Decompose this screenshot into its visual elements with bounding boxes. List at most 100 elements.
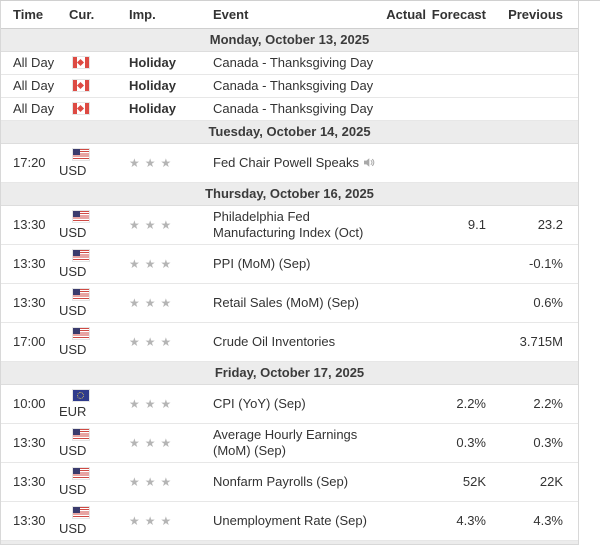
- event-cell: Unemployment Rate (Sep): [205, 501, 383, 541]
- event-cell: Fed Chair Powell Speaks: [205, 143, 383, 183]
- table-row[interactable]: 13:30 USD ★★★ Nonfarm Payrolls (Sep) 52K…: [1, 462, 578, 502]
- header-row: Time Cur. Imp. Event Actual Forecast Pre…: [1, 1, 578, 29]
- actual-value: [383, 501, 426, 541]
- forecast-value: [426, 322, 486, 362]
- currency-cell: USD: [59, 205, 121, 245]
- table-row[interactable]: 13:30 USD ★★★ PPI (MoM) (Sep) -0.1%: [1, 244, 578, 284]
- actual-value: [383, 74, 426, 98]
- header-event: Event: [205, 1, 383, 29]
- importance-cell: ★★★: [121, 143, 205, 183]
- event-link[interactable]: Unemployment Rate (Sep): [213, 513, 367, 528]
- previous-value: [486, 143, 578, 183]
- event-link[interactable]: Retail Sales (MoM) (Sep): [213, 295, 359, 310]
- importance-stars-icon: ★★★: [129, 475, 177, 489]
- holiday-label: Holiday: [129, 78, 176, 93]
- event-link[interactable]: Fed Chair Powell Speaks: [213, 155, 359, 170]
- event-link[interactable]: CPI (YoY) (Sep): [213, 396, 306, 411]
- forecast-value: 9.1: [426, 205, 486, 245]
- economic-calendar-table: Time Cur. Imp. Event Actual Forecast Pre…: [1, 1, 578, 541]
- forecast-value: 2.2%: [426, 384, 486, 424]
- currency-label: USD: [59, 482, 87, 497]
- event-link[interactable]: Philadelphia Fed Manufacturing Index (Oc…: [213, 209, 364, 240]
- actual-value: [383, 97, 426, 121]
- importance-cell: ★★★: [121, 462, 205, 502]
- country-flag-icon: [73, 468, 89, 479]
- forecast-value: [426, 74, 486, 98]
- calendar-table-container: Time Cur. Imp. Event Actual Forecast Pre…: [0, 1, 579, 545]
- forecast-value: [426, 97, 486, 121]
- importance-cell: ★★★: [121, 244, 205, 284]
- event-cell: Nonfarm Payrolls (Sep): [205, 462, 383, 502]
- importance-stars-icon: ★★★: [129, 514, 177, 528]
- importance-stars-icon: ★★★: [129, 218, 177, 232]
- currency-cell: USD: [59, 322, 121, 362]
- table-row[interactable]: 13:30 USD ★★★ Retail Sales (MoM) (Sep) 0…: [1, 283, 578, 323]
- currency-cell: USD: [59, 143, 121, 183]
- event-link[interactable]: Canada - Thanksgiving Day: [213, 101, 374, 116]
- date-row-label: Friday, October 17, 2025: [1, 361, 578, 385]
- header-importance: Imp.: [121, 1, 205, 29]
- event-link[interactable]: PPI (MoM) (Sep): [213, 256, 311, 271]
- actual-value: [383, 205, 426, 245]
- actual-value: [383, 244, 426, 284]
- event-link[interactable]: Crude Oil Inventories: [213, 334, 336, 349]
- table-row[interactable]: 17:00 USD ★★★ Crude Oil Inventories 3.71…: [1, 322, 578, 362]
- importance-cell: ★★★: [121, 501, 205, 541]
- speaker-icon: [363, 158, 375, 167]
- event-link[interactable]: Canada - Thanksgiving Day: [213, 55, 374, 70]
- event-link[interactable]: Nonfarm Payrolls (Sep): [213, 474, 349, 489]
- actual-value: [383, 143, 426, 183]
- importance-stars-icon: ★★★: [129, 397, 177, 411]
- importance-stars-icon: ★★★: [129, 257, 177, 271]
- event-time: All Day: [1, 97, 59, 121]
- currency-cell: EUR: [59, 384, 121, 424]
- table-row[interactable]: 10:00 EUR ★★★ CPI (YoY) (Sep) 2.2% 2.2%: [1, 384, 578, 424]
- date-row-label: Monday, October 13, 2025: [1, 28, 578, 52]
- date-row-label: Thursday, October 16, 2025: [1, 182, 578, 206]
- previous-value: [486, 51, 578, 75]
- previous-value: -0.1%: [486, 244, 578, 284]
- holiday-label: Holiday: [129, 101, 176, 116]
- table-row[interactable]: All Day Holiday Canada - Thanksgiving Da…: [1, 97, 578, 121]
- currency-cell: USD: [59, 423, 121, 463]
- event-cell: Canada - Thanksgiving Day: [205, 51, 383, 75]
- calendar-body: Monday, October 13, 2025 All Day Holiday…: [1, 28, 578, 541]
- event-time: 13:30: [1, 244, 59, 284]
- country-flag-icon: [73, 149, 89, 160]
- event-cell: Philadelphia Fed Manufacturing Index (Oc…: [205, 205, 383, 245]
- country-flag-icon: [73, 250, 89, 261]
- event-cell: Average Hourly Earnings (MoM) (Sep): [205, 423, 383, 463]
- table-row[interactable]: 17:20 USD ★★★ Fed Chair Powell Speaks: [1, 143, 578, 183]
- event-time: 13:30: [1, 501, 59, 541]
- currency-cell: [59, 97, 121, 121]
- table-row[interactable]: All Day Holiday Canada - Thanksgiving Da…: [1, 74, 578, 98]
- currency-label: USD: [59, 225, 87, 240]
- event-time: 13:30: [1, 205, 59, 245]
- previous-value: 23.2: [486, 205, 578, 245]
- table-row[interactable]: 13:30 USD ★★★ Average Hourly Earnings (M…: [1, 423, 578, 463]
- importance-stars-icon: ★★★: [129, 156, 177, 170]
- table-row[interactable]: 13:30 USD ★★★ Philadelphia Fed Manufactu…: [1, 205, 578, 245]
- importance-cell: Holiday: [121, 51, 205, 75]
- country-flag-icon: [73, 103, 89, 114]
- forecast-value: 52K: [426, 462, 486, 502]
- country-flag-icon: [73, 57, 89, 68]
- actual-value: [383, 283, 426, 323]
- country-flag-icon: [73, 507, 89, 518]
- previous-value: [486, 97, 578, 121]
- event-cell: CPI (YoY) (Sep): [205, 384, 383, 424]
- event-cell: Retail Sales (MoM) (Sep): [205, 283, 383, 323]
- country-flag-icon: [73, 211, 89, 222]
- actual-value: [383, 462, 426, 502]
- importance-cell: ★★★: [121, 423, 205, 463]
- table-row[interactable]: 13:30 USD ★★★ Unemployment Rate (Sep) 4.…: [1, 501, 578, 541]
- event-link[interactable]: Average Hourly Earnings (MoM) (Sep): [213, 427, 358, 458]
- event-time: 10:00: [1, 384, 59, 424]
- currency-label: USD: [59, 443, 87, 458]
- event-cell: Canada - Thanksgiving Day: [205, 74, 383, 98]
- header-previous: Previous: [486, 1, 578, 29]
- event-link[interactable]: Canada - Thanksgiving Day: [213, 78, 374, 93]
- currency-label: USD: [59, 303, 87, 318]
- date-row-label: Tuesday, October 14, 2025: [1, 120, 578, 144]
- table-row[interactable]: All Day Holiday Canada - Thanksgiving Da…: [1, 51, 578, 75]
